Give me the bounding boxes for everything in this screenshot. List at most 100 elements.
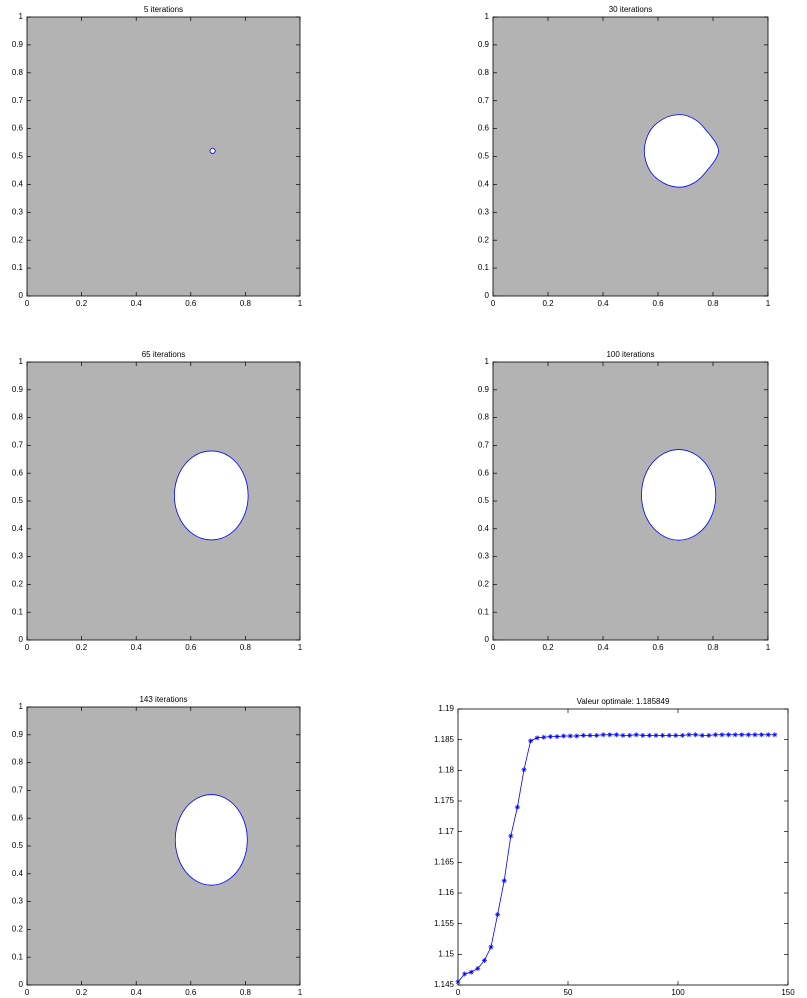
- marker: [521, 767, 527, 773]
- marker: [594, 732, 600, 738]
- y-tick-label: 1.18: [438, 765, 454, 774]
- x-tick-label: 0.2: [542, 643, 554, 652]
- y-tick-label: 0.5: [12, 496, 24, 505]
- x-tick-label: 0.2: [76, 988, 88, 997]
- x-tick-label: 0: [25, 988, 30, 997]
- marker: [759, 732, 765, 738]
- chart-title: 143 iterations: [139, 695, 187, 704]
- marker: [765, 732, 771, 738]
- y-tick-label: 0.1: [12, 607, 24, 616]
- domain: [493, 17, 768, 296]
- x-tick-label: 0: [25, 299, 30, 308]
- y-tick-label: 0: [19, 291, 24, 300]
- marker: [547, 734, 553, 740]
- marker: [574, 733, 580, 739]
- x-tick-label: 0.8: [240, 299, 252, 308]
- y-tick-label: 0.5: [12, 152, 24, 161]
- y-tick-label: 1.17: [438, 827, 454, 836]
- x-tick-label: 0.8: [707, 299, 719, 308]
- x-tick-label: 0.8: [240, 988, 252, 997]
- x-tick-label: 0.4: [131, 299, 143, 308]
- marker: [627, 732, 633, 738]
- y-tick-label: 1.165: [434, 857, 455, 866]
- marker: [468, 969, 474, 975]
- marker: [528, 738, 534, 744]
- y-tick-label: 1: [19, 702, 24, 711]
- y-tick-label: 0.3: [12, 897, 24, 906]
- y-tick-label: 0.9: [12, 385, 24, 394]
- y-tick-label: 0.6: [478, 124, 490, 133]
- y-tick-label: 0.4: [12, 524, 24, 533]
- y-tick-label: 1.19: [438, 704, 454, 713]
- y-tick-label: 1: [19, 357, 24, 366]
- y-tick-label: 1.155: [434, 919, 455, 928]
- x-tick-label: 0.6: [652, 299, 664, 308]
- hole: [641, 449, 717, 541]
- marker: [501, 878, 507, 884]
- y-tick-label: 1.15: [438, 949, 454, 958]
- y-tick-label: 0: [19, 635, 24, 644]
- y-tick-label: 0.3: [12, 552, 24, 561]
- y-tick-label: 0.6: [478, 468, 490, 477]
- hole: [643, 114, 719, 188]
- marker: [726, 732, 732, 738]
- y-tick-label: 0.6: [12, 468, 24, 477]
- marker: [495, 911, 501, 917]
- marker: [567, 733, 573, 739]
- x-tick-label: 1: [766, 299, 771, 308]
- x-tick-label: 0.2: [76, 643, 88, 652]
- marker: [712, 732, 718, 738]
- y-tick-label: 0.3: [478, 552, 490, 561]
- y-tick-label: 1.16: [438, 888, 454, 897]
- y-tick-label: 0.4: [12, 869, 24, 878]
- chart-title: 30 iterations: [609, 5, 653, 14]
- y-tick-label: 1.145: [434, 980, 455, 989]
- marker: [481, 957, 487, 963]
- x-tick-label: 0.4: [131, 643, 143, 652]
- domain: [27, 362, 300, 640]
- x-tick-label: 1: [298, 299, 303, 308]
- y-tick-label: 0.8: [12, 68, 24, 77]
- marker: [561, 733, 567, 739]
- marker: [600, 732, 606, 738]
- marker: [587, 732, 593, 738]
- marker: [646, 732, 652, 738]
- domain: [27, 707, 300, 985]
- y-tick-label: 0.5: [478, 152, 490, 161]
- y-tick-label: 0.2: [12, 235, 24, 244]
- marker: [719, 732, 725, 738]
- marker: [488, 944, 494, 950]
- y-tick-label: 0.4: [12, 180, 24, 189]
- marker: [673, 732, 679, 738]
- marker: [699, 732, 705, 738]
- y-tick-label: 0.7: [12, 441, 24, 450]
- hole: [174, 794, 248, 886]
- marker: [580, 732, 586, 738]
- y-tick-label: 0.5: [478, 496, 490, 505]
- y-tick-label: 0.9: [12, 730, 24, 739]
- x-tick-label: 1: [298, 988, 303, 997]
- x-tick-label: 0: [456, 988, 461, 997]
- domain: [493, 362, 768, 640]
- chart-title: 100 iterations: [606, 350, 654, 359]
- y-tick-label: 0.1: [12, 263, 24, 272]
- y-tick-label: 0.2: [478, 235, 490, 244]
- y-tick-label: 0.1: [478, 263, 490, 272]
- marker: [752, 732, 758, 738]
- x-tick-label: 0.6: [185, 988, 197, 997]
- y-tick-label: 0: [485, 635, 490, 644]
- y-tick-label: 0.7: [12, 96, 24, 105]
- x-tick-label: 0: [491, 643, 496, 652]
- x-tick-label: 0: [491, 299, 496, 308]
- marker: [620, 732, 626, 738]
- x-tick-label: 150: [781, 988, 795, 997]
- y-tick-label: 0.3: [12, 207, 24, 216]
- marker: [666, 732, 672, 738]
- domain: [27, 17, 300, 296]
- hole: [209, 147, 216, 155]
- y-tick-label: 0: [485, 291, 490, 300]
- x-tick-label: 1: [766, 643, 771, 652]
- x-tick-label: 1: [298, 643, 303, 652]
- x-tick-label: 0.8: [707, 643, 719, 652]
